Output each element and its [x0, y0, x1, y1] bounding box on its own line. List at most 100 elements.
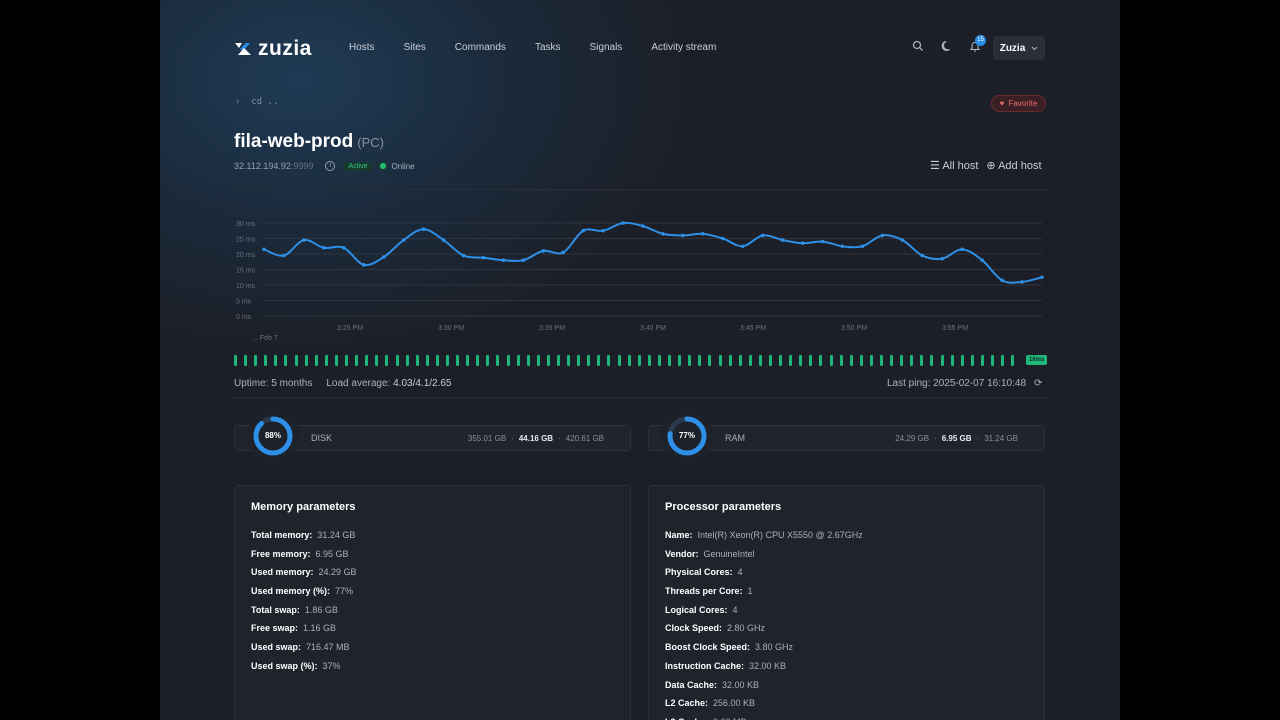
heartbeat-bar[interactable]: [789, 355, 793, 366]
heartbeat-bar[interactable]: [940, 355, 944, 366]
heartbeat-bar[interactable]: [809, 355, 813, 366]
heartbeat-bar[interactable]: [314, 355, 318, 366]
heartbeat-bar[interactable]: [385, 355, 389, 366]
heartbeat-bar[interactable]: [486, 355, 490, 366]
heartbeat-bar[interactable]: [536, 355, 540, 366]
heartbeat-bar[interactable]: [708, 355, 712, 366]
heartbeat-bar[interactable]: [597, 355, 601, 366]
logo[interactable]: zuzia: [234, 37, 312, 61]
heartbeat-bar[interactable]: [819, 355, 823, 366]
heartbeat-bar[interactable]: [435, 355, 439, 366]
heartbeat-bar[interactable]: [668, 355, 672, 366]
nav-item-activity-stream[interactable]: Activity stream: [651, 42, 717, 53]
heartbeat-bar[interactable]: [425, 355, 429, 366]
last-ping: Last ping: 2025-02-07 16:10:48 ⟳: [887, 378, 1042, 389]
heartbeat-bar[interactable]: [768, 355, 772, 366]
heartbeat-bar[interactable]: [627, 355, 631, 366]
heartbeat-bar[interactable]: [1001, 355, 1005, 366]
heartbeat-bar[interactable]: [647, 355, 651, 366]
heartbeat-bar[interactable]: [728, 355, 732, 366]
bell-icon[interactable]: 15: [968, 35, 986, 54]
heartbeat-bar[interactable]: [950, 355, 954, 366]
heartbeat-bar[interactable]: [496, 355, 500, 366]
heartbeat-bar[interactable]: [637, 355, 641, 366]
heartbeat-bar[interactable]: [567, 355, 571, 366]
heartbeat-bar[interactable]: [748, 355, 752, 366]
favorite-button[interactable]: ♥ Favorite: [991, 95, 1046, 112]
breadcrumb[interactable]: › cd ..: [235, 97, 278, 107]
heartbeat-bar[interactable]: [970, 355, 974, 366]
heartbeat-bar[interactable]: [859, 355, 863, 366]
heartbeat-bar[interactable]: [869, 355, 873, 366]
breadcrumb-back-link[interactable]: cd ..: [251, 97, 279, 107]
heartbeat-bar[interactable]: [244, 355, 248, 366]
heartbeat-bar[interactable]: [617, 355, 621, 366]
page-title: fila-web-prod (PC): [234, 131, 384, 153]
heartbeat-bar[interactable]: [607, 355, 611, 366]
heartbeat-bar[interactable]: [456, 355, 460, 366]
heartbeat-bar[interactable]: [738, 355, 742, 366]
heartbeat-bar[interactable]: [930, 355, 934, 366]
nav-item-sites[interactable]: Sites: [403, 42, 426, 53]
heartbeat-bar[interactable]: [980, 355, 984, 366]
heartbeat-bar[interactable]: [839, 355, 843, 366]
heartbeat-bar[interactable]: [415, 355, 419, 366]
heartbeat-bar[interactable]: [900, 355, 904, 366]
moon-icon[interactable]: [940, 40, 954, 54]
heartbeat-bar[interactable]: [829, 355, 833, 366]
add-host-link[interactable]: ⊕ Add host: [986, 159, 1041, 172]
heartbeat-bar[interactable]: [920, 355, 924, 366]
memory-param-row-value: 77%: [335, 586, 354, 597]
heartbeat-bar[interactable]: [779, 355, 783, 366]
heartbeat-bar[interactable]: [274, 355, 278, 366]
heartbeat-bar[interactable]: [587, 355, 591, 366]
heartbeat-bar[interactable]: [678, 355, 682, 366]
heartbeat-bar[interactable]: [688, 355, 692, 366]
heartbeat-bar[interactable]: [476, 355, 480, 366]
heartbeat-bar[interactable]: [526, 355, 530, 366]
heartbeat-bar[interactable]: [799, 355, 803, 366]
user-menu-button[interactable]: Zuzia: [993, 36, 1045, 60]
heartbeat-bar[interactable]: [506, 355, 510, 366]
nav-item-hosts[interactable]: Hosts: [349, 42, 375, 53]
heartbeat-bar[interactable]: [466, 355, 470, 366]
nav-item-commands[interactable]: Commands: [454, 42, 506, 53]
refresh-icon[interactable]: ⟳: [1034, 378, 1043, 389]
heartbeat-bar[interactable]: [718, 355, 722, 366]
heartbeat-bar[interactable]: [991, 355, 995, 366]
heartbeat-bar[interactable]: [890, 355, 894, 366]
heartbeat-bar[interactable]: [698, 355, 702, 366]
heartbeat-bar[interactable]: [1011, 355, 1015, 366]
heartbeat-bar[interactable]: [345, 355, 349, 366]
heartbeat-bar[interactable]: [375, 355, 379, 366]
heartbeat-bar[interactable]: [557, 355, 560, 366]
heartbeat-bar[interactable]: [657, 355, 661, 366]
heartbeat-bar[interactable]: [365, 355, 369, 366]
search-icon[interactable]: [911, 40, 925, 54]
heartbeat-bar[interactable]: [355, 355, 359, 366]
info-icon[interactable]: i: [325, 161, 336, 171]
heartbeat-bar[interactable]: [405, 355, 409, 366]
heartbeat-bar[interactable]: [516, 355, 520, 366]
heartbeat-bar[interactable]: [758, 355, 762, 366]
heartbeat-bar[interactable]: [910, 355, 914, 366]
heartbeat-bar[interactable]: [849, 355, 853, 366]
heartbeat-bar[interactable]: [234, 355, 237, 366]
heartbeat-bar[interactable]: [284, 355, 288, 366]
heartbeat-bar[interactable]: [445, 355, 449, 366]
heartbeat-bar[interactable]: [546, 355, 550, 366]
heartbeat-bar[interactable]: [264, 355, 268, 366]
nav-item-signals[interactable]: Signals: [589, 42, 623, 53]
heartbeat-bar[interactable]: [395, 355, 399, 366]
heartbeat-bar[interactable]: [960, 355, 964, 366]
heartbeat-bar[interactable]: [324, 355, 328, 366]
memory-param-row-value: 37%: [322, 660, 341, 671]
heartbeat-bar[interactable]: [294, 355, 298, 366]
nav-item-tasks[interactable]: Tasks: [534, 42, 561, 53]
heartbeat-bar[interactable]: [254, 355, 258, 366]
heartbeat-bar[interactable]: [334, 355, 338, 366]
heartbeat-bar[interactable]: [304, 355, 308, 366]
heartbeat-bar[interactable]: [577, 355, 581, 366]
all-host-link[interactable]: ☰ All host: [930, 159, 978, 172]
heartbeat-bar[interactable]: [880, 355, 883, 366]
